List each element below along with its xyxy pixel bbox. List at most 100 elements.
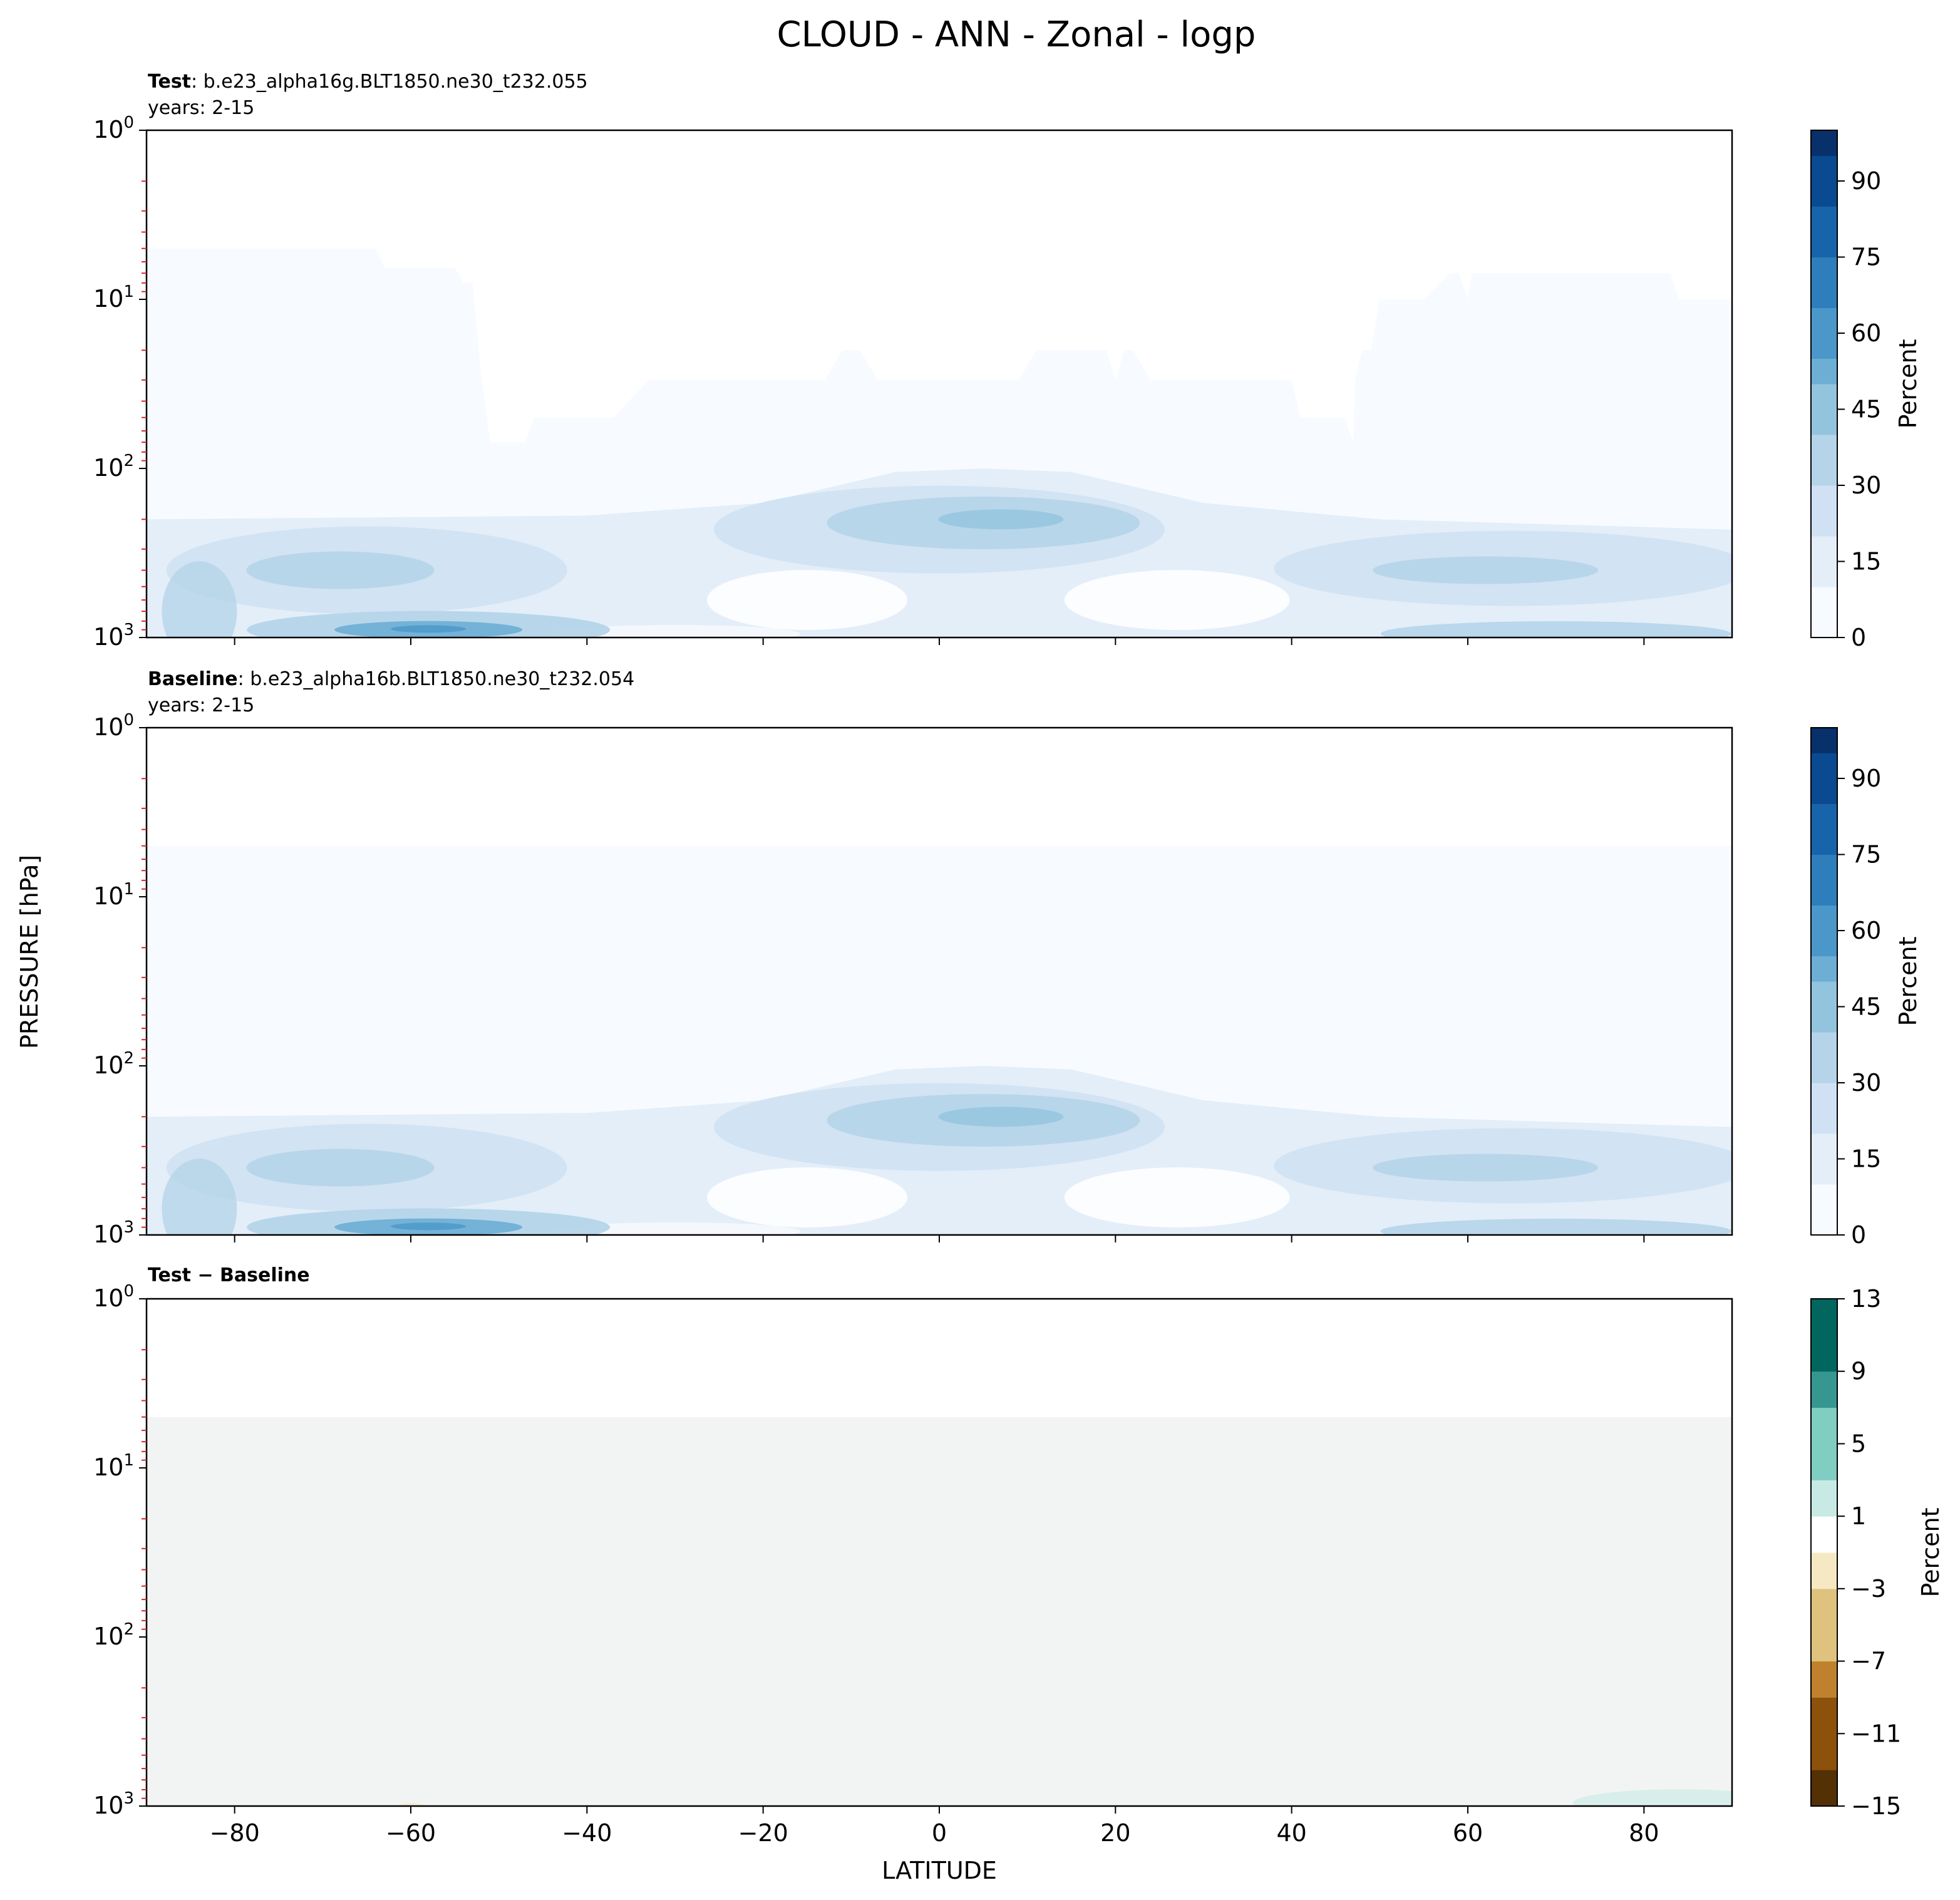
x-tick-label-20: 20 xyxy=(1100,1819,1130,1847)
colorbar-segment xyxy=(1811,956,1837,982)
colorbar-segment xyxy=(1811,1443,1837,1480)
colorbar-segment xyxy=(1811,1335,1837,1372)
svg-text:Baseline: b.e23_alpha16b.BLT18: Baseline: b.e23_alpha16b.BLT1850.ne30_t2… xyxy=(148,668,634,690)
x-tick-label-0: 0 xyxy=(932,1819,947,1847)
plot-area-difference: −80 −60 −40 −20 0 20 40 60 80 100 101 102 103 xyxy=(93,1282,1733,1847)
colorbar-segment xyxy=(1811,232,1837,257)
colorbar-segment xyxy=(1811,130,1837,156)
y-tick-label-100: 102 xyxy=(93,1049,134,1079)
y-tick-label-1: 100 xyxy=(93,113,134,143)
y-tick-label-1000: 103 xyxy=(93,621,134,651)
colorbar-segment xyxy=(1811,1588,1837,1626)
colorbar-segment xyxy=(1811,981,1837,1007)
y-tick-label-1: 100 xyxy=(93,1282,134,1312)
colorbar-segment xyxy=(1811,854,1837,880)
field-test xyxy=(147,130,1732,638)
colorbar-tick-label-15: 15 xyxy=(1851,1145,1881,1173)
colorbar-segment xyxy=(1811,1371,1837,1408)
colorbar-segment xyxy=(1811,561,1837,587)
tropical-upper-core xyxy=(938,509,1064,530)
colorbar-segment xyxy=(1811,358,1837,385)
colorbar-segment xyxy=(1811,778,1837,804)
colorbar-label-difference: Percent xyxy=(1917,1508,1944,1598)
colorbar-segment xyxy=(1811,307,1837,334)
y-tick-label-1000: 103 xyxy=(93,1218,134,1248)
colorbar-segment xyxy=(1811,333,1837,359)
colorbar-tick-label-90: 90 xyxy=(1851,167,1881,195)
colorbar-tick-label-45: 45 xyxy=(1851,993,1881,1021)
y-tick-label-10: 101 xyxy=(93,282,134,312)
y-tick-label-1000: 103 xyxy=(93,1789,134,1819)
x-tick-label--20: −20 xyxy=(738,1819,788,1847)
y-tick-label-10: 101 xyxy=(93,1451,134,1481)
y-tick-label-10: 101 xyxy=(93,880,134,910)
colorbar-tick-label-30: 30 xyxy=(1851,1069,1881,1097)
colorbar-segment xyxy=(1811,1516,1837,1553)
colorbar-segment xyxy=(1811,1407,1837,1444)
x-tick-label-80: 80 xyxy=(1629,1819,1659,1847)
southern-midlat-max xyxy=(246,551,435,589)
x-tick-label--40: −40 xyxy=(562,1819,612,1847)
colorbar-segment xyxy=(1811,282,1837,308)
colorbar-tick-label-9: 9 xyxy=(1851,1358,1866,1385)
colorbar-segment xyxy=(1811,460,1837,486)
test-label: Test xyxy=(148,71,191,93)
clear-area-south xyxy=(707,1167,907,1228)
colorbar-segment xyxy=(1811,587,1837,612)
baseline-label: Baseline xyxy=(148,668,238,690)
colorbar-segment xyxy=(1811,155,1837,182)
colorbar-baseline: 0 15 30 45 60 75 90 Percent xyxy=(1810,727,1922,1249)
colorbar-segment xyxy=(1811,1159,1837,1185)
colorbar-segment xyxy=(1811,384,1837,410)
colorbar-tick-label-13: 13 xyxy=(1851,1285,1881,1313)
diff-panel-title: Test − Baseline xyxy=(148,1264,310,1286)
clear-area-north xyxy=(1064,570,1290,631)
colorbar-tick-label-90: 90 xyxy=(1851,765,1881,792)
colorbar-frame xyxy=(1810,727,1838,1236)
test-case: : b.e23_alpha16g.BLT1850.ne30_t232.055 xyxy=(191,71,588,93)
colorbar-tick-label-15: 15 xyxy=(1851,548,1881,576)
colorbar-tick-label-60: 60 xyxy=(1851,917,1881,944)
colorbar-segment xyxy=(1811,1083,1837,1108)
colorbar-segment xyxy=(1811,435,1837,460)
svg-text:Test: b.e23_alpha16g.BLT1850.n: Test: b.e23_alpha16g.BLT1850.ne30_t232.0… xyxy=(148,71,588,93)
x-axis-label: LATITUDE xyxy=(882,1857,997,1884)
colorbar-frame xyxy=(1810,130,1838,638)
y-axis-label: PRESSURE [hPa] xyxy=(16,855,43,1049)
colorbar-tick-label-30: 30 xyxy=(1851,472,1881,499)
arctic-positive-difference xyxy=(1572,1789,1732,1806)
colorbar-segment xyxy=(1811,409,1837,435)
colorbar-tick-label--11: −11 xyxy=(1851,1720,1901,1747)
plot-area-baseline: 100 101 102 103 xyxy=(93,711,1733,1248)
colorbar-segment xyxy=(1811,1480,1837,1517)
colorbar-tick-label-0: 0 xyxy=(1851,624,1866,651)
colorbar-tick-label-1: 1 xyxy=(1851,1502,1866,1530)
colorbar-segment xyxy=(1811,510,1837,537)
colorbar-segment xyxy=(1811,931,1837,956)
colorbar-tick-label-75: 75 xyxy=(1851,244,1881,271)
colorbar-difference: −15 −11 −7 −3 1 5 9 13 Percent xyxy=(1810,1285,1944,1820)
colorbar-segment xyxy=(1811,1006,1837,1033)
x-tick-label--80: −80 xyxy=(210,1819,260,1847)
colorbar-segment xyxy=(1811,1624,1837,1662)
arctic-low-cloud xyxy=(1380,1218,1731,1235)
colorbar-tick-label-5: 5 xyxy=(1851,1430,1866,1457)
x-tick-label-40: 40 xyxy=(1276,1819,1306,1847)
colorbar-segment xyxy=(1811,1133,1837,1159)
colorbar-segment xyxy=(1811,1108,1837,1134)
colorbar-segment xyxy=(1811,181,1837,207)
colorbar-segment xyxy=(1811,1733,1837,1770)
northern-midlat-max xyxy=(1373,1154,1599,1182)
colorbar-frame xyxy=(1810,1298,1838,1807)
antarctic-cloud xyxy=(162,1159,237,1235)
baseline-case: : b.e23_alpha16b.BLT1850.ne30_t232.054 xyxy=(238,668,635,690)
southern-midlat-max xyxy=(246,1149,435,1187)
plot-area-test: 100 101 102 103 xyxy=(93,113,1733,651)
colorbar-segment xyxy=(1811,1184,1837,1210)
colorbar-tick-label--7: −7 xyxy=(1851,1648,1886,1675)
colorbar-label-baseline: Percent xyxy=(1894,937,1922,1026)
colorbar-segment xyxy=(1811,753,1837,779)
colorbar-segment xyxy=(1811,485,1837,511)
